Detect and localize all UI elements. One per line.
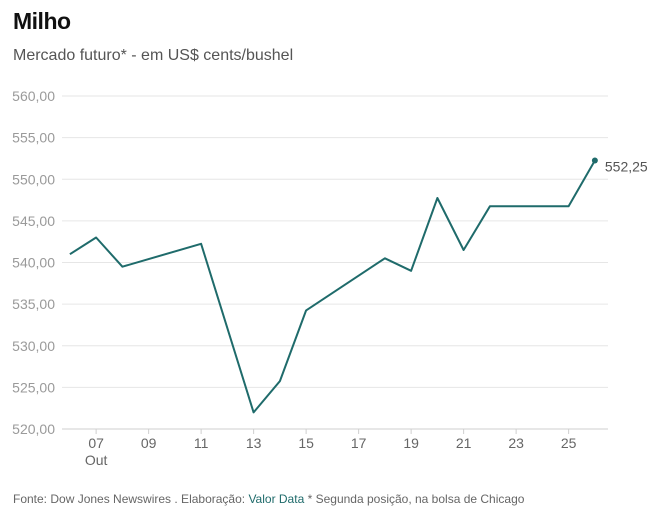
y-tick-label: 535,00 <box>12 296 55 312</box>
chart-subtitle: Mercado futuro* - em US$ cents/bushel <box>13 47 294 64</box>
x-tick-label: 23 <box>508 435 524 451</box>
footer-source-link[interactable]: Valor Data <box>248 492 305 506</box>
y-tick-label: 550,00 <box>12 171 55 187</box>
chart-title: Milho <box>13 8 71 34</box>
last-value-label: 552,25 <box>605 159 648 175</box>
x-tick-label: 19 <box>403 435 419 451</box>
x-tick-sublabel: Out <box>85 452 108 468</box>
footer-source: Fonte: Dow Jones Newswires . Elaboração: <box>13 492 249 506</box>
y-tick-label: 540,00 <box>12 255 55 271</box>
x-tick-label: 09 <box>141 435 157 451</box>
y-tick-label: 530,00 <box>12 338 55 354</box>
series-line <box>69 160 596 414</box>
y-tick-label: 555,00 <box>12 130 55 146</box>
y-tick-label: 545,00 <box>12 213 55 229</box>
footer-note: * Segunda posição, na bolsa de Chicago <box>304 492 525 506</box>
x-tick-label: 11 <box>194 435 209 451</box>
y-tick-label: 560,00 <box>12 88 55 104</box>
x-tick-label: 25 <box>561 435 577 451</box>
last-point-marker <box>591 157 598 164</box>
x-tick-label: 07 <box>88 435 104 451</box>
x-tick-label: 15 <box>298 435 314 451</box>
y-tick-label: 525,00 <box>12 379 55 395</box>
y-tick-label: 520,00 <box>12 421 55 437</box>
chart-footer: Fonte: Dow Jones Newswires . Elaboração:… <box>13 492 524 506</box>
x-tick-label: 13 <box>246 435 262 451</box>
x-tick-label: 17 <box>351 435 367 451</box>
x-tick-label: 21 <box>456 435 472 451</box>
